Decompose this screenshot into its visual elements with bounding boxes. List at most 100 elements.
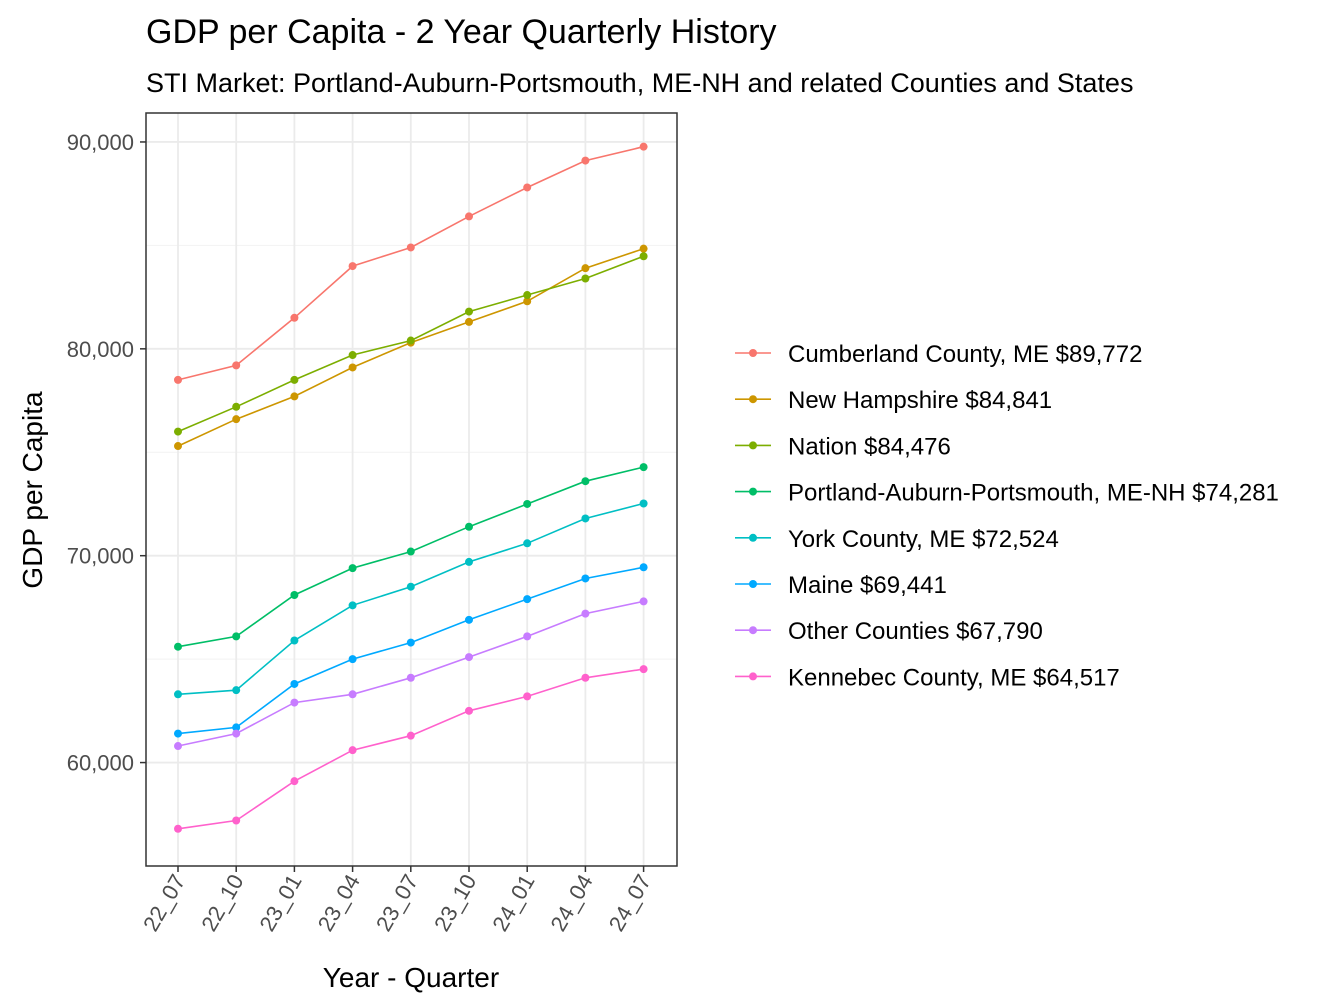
- data-point: [348, 262, 357, 271]
- legend-key-point: [749, 395, 757, 404]
- data-point: [639, 563, 648, 572]
- legend-key-point: [749, 580, 757, 588]
- data-point: [406, 582, 415, 591]
- legend-key-point: [749, 533, 757, 542]
- x-tick-label: 24_04: [545, 870, 597, 935]
- data-point: [406, 336, 415, 345]
- x-axis: 22_07 22_10 23_01 23_04 23_07 23_10 24_01 24_04…: [138, 866, 656, 935]
- data-point: [406, 638, 415, 647]
- data-point: [465, 615, 473, 624]
- legend: Cumberland County, ME $89,772 New Hampshi…: [735, 341, 1279, 691]
- data-point: [523, 632, 532, 641]
- y-tick-label: 90,000: [67, 130, 134, 155]
- x-tick-label: 22_10: [196, 870, 248, 935]
- data-point: [639, 499, 648, 508]
- legend-label: Maine $69,441: [788, 572, 947, 599]
- x-tick-label: 23_07: [371, 870, 423, 935]
- data-point: [348, 363, 357, 372]
- data-point: [581, 264, 590, 273]
- data-point: [581, 574, 590, 583]
- data-point: [465, 307, 473, 316]
- data-point: [465, 317, 473, 326]
- data-point: [406, 731, 415, 740]
- data-point: [581, 156, 590, 165]
- data-point: [639, 244, 648, 253]
- data-point: [290, 313, 299, 322]
- data-point: [465, 653, 473, 662]
- data-point: [581, 673, 590, 682]
- chart-subtitle: STI Market: Portland-Auburn-Portsmouth, …: [146, 68, 1133, 98]
- legend-label: Nation $84,476: [788, 433, 951, 460]
- data-point: [348, 746, 357, 755]
- data-point: [581, 274, 590, 283]
- data-point: [523, 297, 532, 306]
- y-tick-label: 80,000: [67, 337, 134, 362]
- grid: [146, 113, 677, 866]
- data-point: [290, 636, 299, 645]
- data-point: [465, 557, 473, 566]
- data-point: [174, 824, 182, 833]
- legend-label: Portland-Auburn-Portsmouth, ME-NH $74,28…: [788, 480, 1279, 507]
- data-point: [232, 402, 241, 411]
- legend-key-point: [749, 672, 757, 681]
- data-point: [523, 539, 532, 548]
- data-point: [406, 547, 415, 556]
- data-point: [639, 252, 648, 261]
- y-axis-title: GDP per Capita: [17, 391, 48, 589]
- legend-label: Cumberland County, ME $89,772: [788, 341, 1142, 368]
- data-point: [523, 291, 532, 300]
- y-axis: 60,000 70,000 80,000 90,000: [67, 130, 146, 776]
- data-point: [348, 564, 357, 573]
- x-tick-label: 23_04: [313, 870, 365, 935]
- legend-label: Other Counties $67,790: [788, 618, 1043, 645]
- legend-label: Kennebec County, ME $64,517: [788, 664, 1120, 691]
- x-tick-label: 24_01: [487, 870, 539, 935]
- data-point: [232, 686, 241, 695]
- data-point: [290, 698, 299, 707]
- data-point: [174, 375, 182, 384]
- data-point: [581, 609, 590, 618]
- data-point: [406, 673, 415, 682]
- data-point: [174, 742, 182, 751]
- data-point: [639, 463, 648, 472]
- data-point: [232, 729, 241, 738]
- data-point: [290, 375, 299, 384]
- data-point: [465, 706, 473, 715]
- legend-label: New Hampshire $84,841: [788, 387, 1052, 414]
- y-tick-label: 70,000: [67, 544, 134, 569]
- x-tick-label: 24_07: [604, 870, 656, 935]
- data-point: [232, 632, 241, 641]
- series-points: [174, 142, 648, 833]
- data-point: [174, 442, 182, 451]
- data-point: [348, 655, 357, 664]
- data-point: [581, 477, 590, 486]
- data-point: [174, 690, 182, 699]
- data-point: [174, 729, 182, 738]
- data-point: [232, 361, 241, 370]
- x-tick-label: 23_10: [429, 870, 481, 935]
- data-point: [232, 816, 241, 825]
- legend-key-point: [749, 487, 757, 496]
- data-point: [581, 514, 590, 523]
- data-point: [290, 679, 299, 688]
- data-point: [174, 427, 182, 436]
- data-point: [523, 692, 532, 701]
- data-point: [348, 690, 357, 699]
- data-point: [290, 591, 299, 600]
- data-point: [290, 777, 299, 786]
- data-point: [348, 351, 357, 360]
- data-point: [523, 499, 532, 508]
- data-point: [465, 522, 473, 531]
- legend-key-point: [749, 626, 757, 635]
- data-point: [639, 142, 648, 151]
- chart-title: GDP per Capita - 2 Year Quarterly Histor…: [146, 13, 777, 51]
- x-tick-label: 23_01: [254, 870, 306, 935]
- data-point: [465, 212, 473, 221]
- x-tick-label: 22_07: [138, 870, 190, 935]
- data-point: [523, 595, 532, 604]
- data-point: [639, 597, 648, 606]
- data-point: [290, 392, 299, 401]
- data-point: [406, 243, 415, 252]
- x-axis-title: Year - Quarter: [323, 962, 499, 993]
